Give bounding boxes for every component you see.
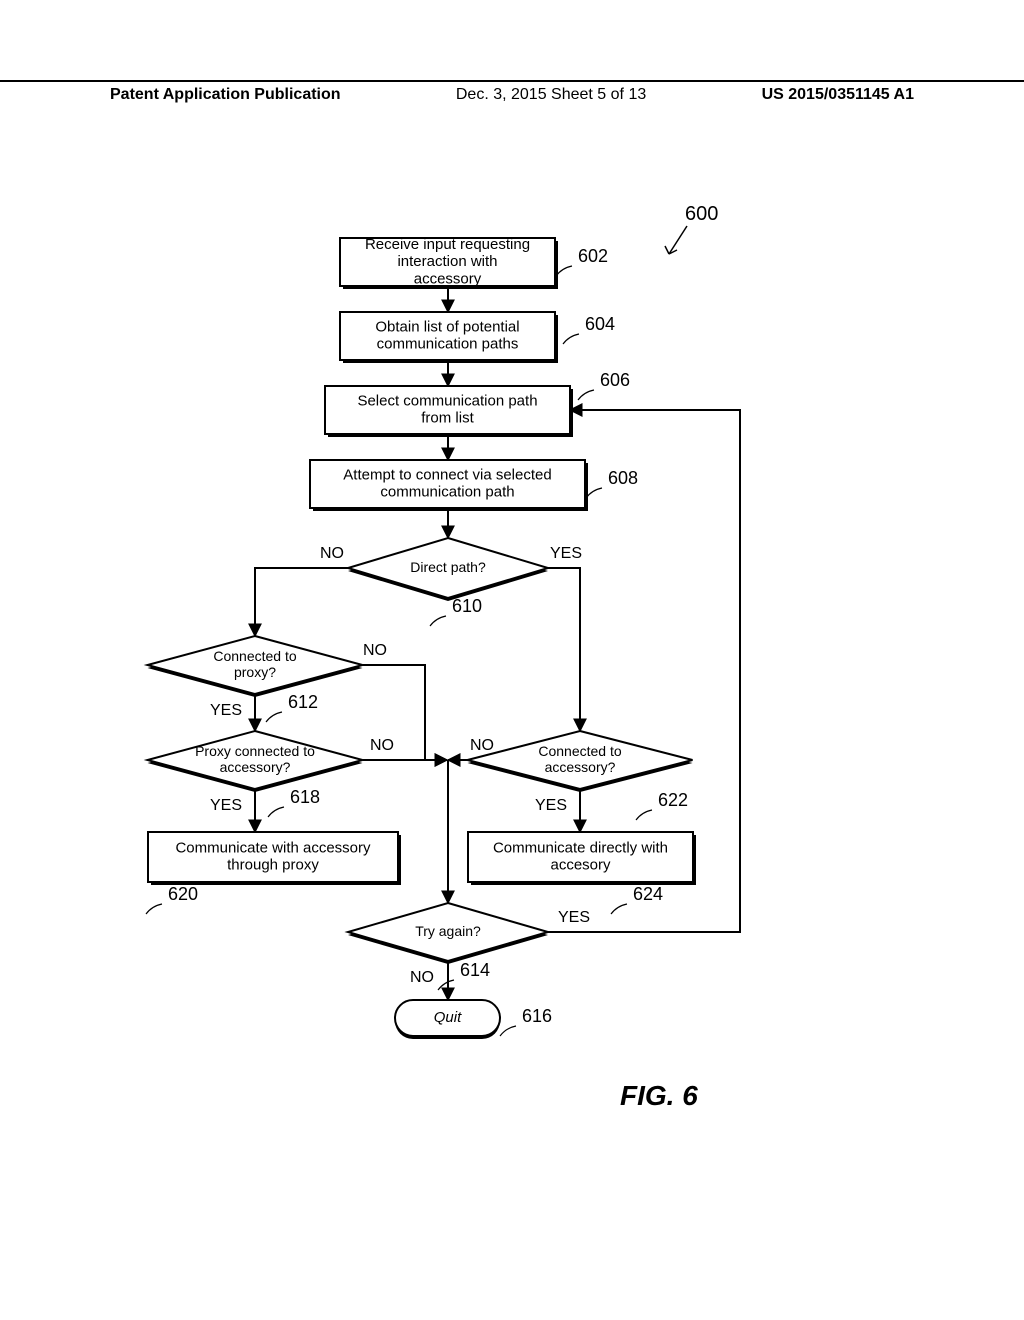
svg-text:NO: NO	[363, 642, 387, 659]
svg-text:NO: NO	[320, 545, 344, 562]
svg-text:YES: YES	[550, 545, 582, 562]
svg-text:606: 606	[600, 370, 630, 390]
svg-text:616: 616	[522, 1006, 552, 1026]
svg-text:NO: NO	[470, 737, 494, 754]
svg-text:614: 614	[460, 960, 490, 980]
svg-text:NO: NO	[410, 969, 434, 986]
svg-text:602: 602	[578, 246, 608, 266]
figure-label: FIG. 6	[620, 1080, 698, 1112]
svg-text:YES: YES	[535, 797, 567, 814]
svg-text:Obtain list of potentialcommun: Obtain list of potentialcommunication pa…	[375, 318, 519, 352]
svg-text:Connected toaccessory?: Connected toaccessory?	[538, 743, 621, 775]
svg-text:YES: YES	[210, 702, 242, 719]
svg-text:612: 612	[288, 692, 318, 712]
svg-text:Try again?: Try again?	[415, 923, 481, 939]
svg-text:624: 624	[633, 884, 663, 904]
svg-text:Quit: Quit	[434, 1009, 462, 1026]
svg-text:YES: YES	[558, 909, 590, 926]
svg-text:604: 604	[585, 314, 615, 334]
svg-text:YES: YES	[210, 797, 242, 814]
flowchart-canvas: NOYESYESNOYESNONOYESYESNO600Receive inpu…	[0, 0, 1024, 1320]
svg-text:620: 620	[168, 884, 198, 904]
svg-text:608: 608	[608, 468, 638, 488]
svg-text:610: 610	[452, 596, 482, 616]
svg-text:622: 622	[658, 790, 688, 810]
page: Patent Application Publication Dec. 3, 2…	[0, 0, 1024, 1320]
svg-text:Direct path?: Direct path?	[410, 559, 486, 575]
svg-text:NO: NO	[370, 737, 394, 754]
svg-text:618: 618	[290, 787, 320, 807]
svg-text:600: 600	[685, 203, 718, 225]
